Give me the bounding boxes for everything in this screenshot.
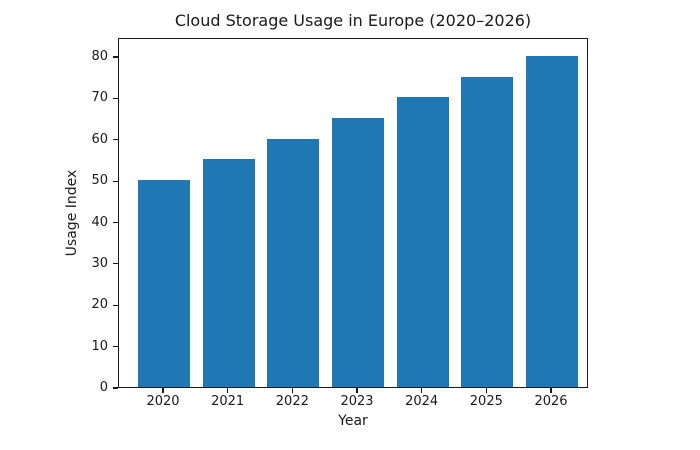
y-tick-label-50: 50 xyxy=(91,173,108,189)
y-tick-label-20: 20 xyxy=(91,297,108,313)
bar-2026 xyxy=(526,56,578,387)
y-tick-label-40: 40 xyxy=(91,214,108,230)
bar-2024 xyxy=(396,97,449,387)
x-tick-label-2025: 2025 xyxy=(469,394,503,409)
chart-title: Cloud Storage Usage in Europe (2020–2026… xyxy=(174,11,532,30)
x-tick-label-2020: 2020 xyxy=(146,394,180,409)
x-tick-label-2022: 2022 xyxy=(275,394,309,409)
bar-2021 xyxy=(202,159,255,387)
x-tick-mark xyxy=(421,388,423,393)
x-axis-title: Year xyxy=(338,413,368,429)
x-tick-mark xyxy=(291,388,293,393)
y-tick-label-80: 80 xyxy=(91,49,108,65)
bar-2025 xyxy=(461,76,514,387)
x-tick-label-2026: 2026 xyxy=(534,394,568,409)
bar-2020 xyxy=(138,180,190,387)
bar-2023 xyxy=(332,118,384,387)
y-tick-mark xyxy=(113,387,118,389)
bars-layer xyxy=(119,39,587,387)
plot-area xyxy=(118,38,588,388)
x-tick-mark xyxy=(162,388,164,393)
x-tick-label-2021: 2021 xyxy=(211,394,245,409)
x-tick-mark xyxy=(485,388,487,393)
y-tick-mark xyxy=(113,263,118,265)
y-tick-label-10: 10 xyxy=(91,338,108,354)
x-tick-mark xyxy=(227,388,229,393)
y-tick-mark xyxy=(113,304,118,306)
y-tick-mark xyxy=(113,221,118,224)
x-tick-mark xyxy=(356,388,358,393)
y-tick-mark xyxy=(113,139,118,141)
y-tick-mark xyxy=(113,180,118,182)
y-tick-label-70: 70 xyxy=(91,90,108,106)
y-tick-label-30: 30 xyxy=(91,255,108,271)
x-tick-label-2024: 2024 xyxy=(405,394,439,409)
x-tick-label-2023: 2023 xyxy=(340,394,374,409)
y-tick-label-0: 0 xyxy=(99,380,108,395)
y-tick-mark xyxy=(113,56,118,58)
x-tick-mark xyxy=(550,388,552,393)
bar-2022 xyxy=(267,138,320,387)
y-tick-mark xyxy=(113,346,118,348)
y-tick-label-60: 60 xyxy=(91,131,108,147)
y-tick-mark xyxy=(113,97,118,99)
